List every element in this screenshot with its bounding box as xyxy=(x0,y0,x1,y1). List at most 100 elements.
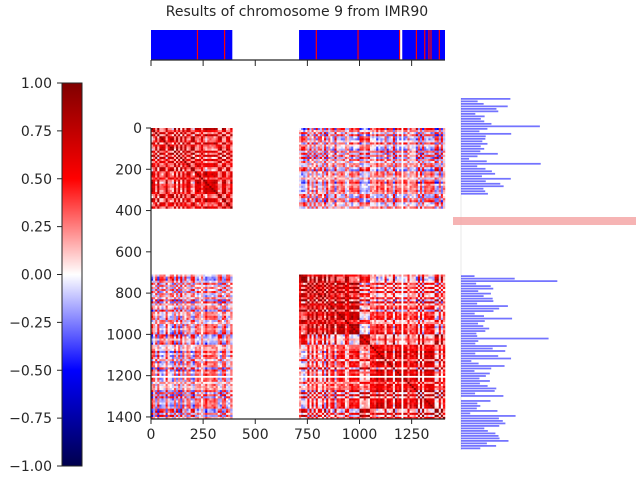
heatmap-cell xyxy=(223,169,227,172)
heatmap-cell xyxy=(409,161,412,164)
heatmap-cell xyxy=(405,282,408,286)
heatmap-cell xyxy=(201,286,204,290)
heatmap-cell xyxy=(326,169,329,172)
heatmap-cell xyxy=(303,150,306,154)
heatmap-cell xyxy=(340,165,344,168)
heatmap-cell xyxy=(372,194,375,197)
heatmap-cell xyxy=(226,138,229,141)
heatmap-cell xyxy=(334,282,337,286)
heatmap-cell xyxy=(230,179,233,182)
heatmap-cell xyxy=(155,161,158,164)
heatmap-cell xyxy=(313,278,316,281)
heatmap-cell xyxy=(407,154,410,158)
heatmap-cell xyxy=(405,181,408,184)
heatmap-cell xyxy=(432,177,435,180)
heatmap-cell xyxy=(365,128,369,131)
heatmap-cell xyxy=(428,175,431,178)
heatmap-cell xyxy=(374,167,377,170)
heatmap-cell xyxy=(326,282,329,286)
heatmap-cell xyxy=(357,276,360,279)
heatmap-cell xyxy=(151,206,154,209)
heatmap-cell xyxy=(382,179,385,182)
heatmap-cell xyxy=(349,189,352,193)
heatmap-cell xyxy=(374,163,377,166)
heatmap-cell xyxy=(405,156,408,160)
heatmap-cell xyxy=(361,194,364,197)
heatmap-cell xyxy=(186,183,189,187)
heatmap-cell xyxy=(299,148,302,151)
heatmap-cell xyxy=(301,163,304,166)
heatmap-cell xyxy=(411,154,414,158)
heatmap-cell xyxy=(299,183,302,187)
heatmap-cell xyxy=(430,146,433,149)
heatmap-cell xyxy=(417,146,421,149)
heatmap-cell xyxy=(422,276,425,279)
heatmap-cell xyxy=(347,183,350,187)
heatmap-cell xyxy=(307,278,310,281)
heatmap-cell xyxy=(169,185,173,189)
heatmap-cell xyxy=(311,165,314,168)
heatmap-cell xyxy=(169,284,173,288)
heatmap-cell xyxy=(382,136,385,139)
heatmap-cell xyxy=(192,286,196,290)
heatmap-cell xyxy=(403,200,406,203)
heatmap-cell xyxy=(317,148,321,151)
heatmap-cell xyxy=(369,150,373,154)
heatmap-cell xyxy=(163,181,166,184)
heatmap-cell xyxy=(359,150,362,154)
heatmap-cell xyxy=(413,198,417,201)
heatmap-cell xyxy=(386,181,389,184)
heatmap-cell xyxy=(419,276,423,279)
heatmap-cell xyxy=(403,286,406,290)
heatmap-cell xyxy=(178,142,181,145)
heatmap-cell xyxy=(342,142,346,145)
heatmap-cell xyxy=(176,183,179,187)
heatmap-cell xyxy=(309,169,312,172)
heatmap-cell xyxy=(207,161,210,164)
heatmap-cell xyxy=(365,206,369,209)
heatmap-cell xyxy=(376,152,379,156)
heatmap-cell xyxy=(388,278,392,281)
heatmap-cell xyxy=(407,150,410,154)
heatmap-cell xyxy=(361,154,364,158)
heatmap-cell xyxy=(409,278,412,281)
heatmap-cell xyxy=(428,140,431,143)
heatmap-cell xyxy=(180,196,183,199)
heatmap-cell xyxy=(434,150,437,154)
heatmap-cell xyxy=(311,158,314,162)
heatmap-cell xyxy=(213,171,216,174)
heatmap-cell xyxy=(313,189,316,193)
heatmap-cell xyxy=(157,280,160,284)
heatmap-cell xyxy=(228,150,231,154)
heatmap-cell xyxy=(159,167,162,170)
heatmap-cell xyxy=(196,165,200,168)
heatmap-cell xyxy=(426,196,429,199)
heatmap-cell xyxy=(207,276,210,279)
heatmap-cell xyxy=(363,142,367,145)
heatmap-cell xyxy=(390,169,394,172)
heatmap-cell xyxy=(363,138,367,141)
heatmap-cell xyxy=(167,179,171,182)
heatmap-cell xyxy=(347,146,350,149)
heatmap-cell xyxy=(226,278,229,281)
heatmap-cell xyxy=(196,187,200,191)
heatmap-cell xyxy=(326,171,329,174)
heatmap-cell xyxy=(380,171,383,174)
heatmap-cell xyxy=(338,142,341,145)
heatmap-cell xyxy=(374,128,377,131)
heatmap-cell xyxy=(378,276,381,279)
heatmap-cell xyxy=(176,154,179,158)
heatmap-cell xyxy=(228,284,231,288)
heatmap-cell xyxy=(436,144,439,147)
heatmap-cell xyxy=(192,130,196,133)
heatmap-cell xyxy=(205,152,208,156)
heatmap-cell xyxy=(324,144,327,147)
heatmap-cell xyxy=(307,158,310,162)
heatmap-cell xyxy=(382,165,385,168)
heatmap-cell xyxy=(434,146,437,149)
heatmap-cell xyxy=(397,146,400,149)
heatmap-cell xyxy=(388,177,392,180)
heatmap-cell xyxy=(386,132,389,135)
heatmap-cell xyxy=(167,202,171,205)
heatmap-cell xyxy=(351,150,354,154)
